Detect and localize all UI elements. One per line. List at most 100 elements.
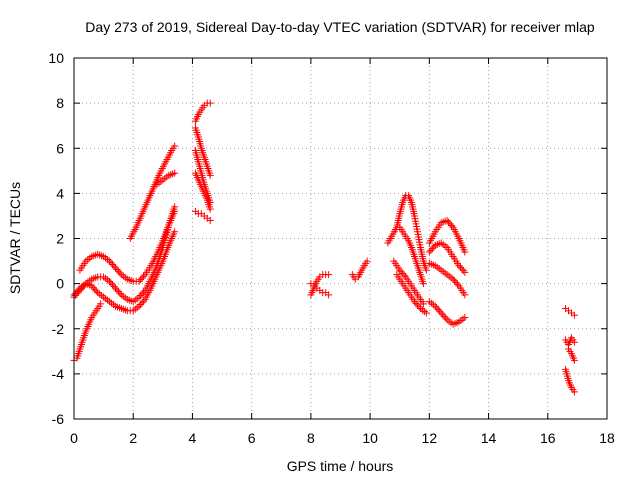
series-trace-16 xyxy=(396,223,427,288)
data-point xyxy=(140,288,148,296)
x-tick-label: 4 xyxy=(189,430,197,446)
y-tick-label: 4 xyxy=(56,185,64,201)
series-trace-20 xyxy=(425,239,469,276)
data-point xyxy=(110,262,118,270)
x-tick-label: 2 xyxy=(129,430,137,446)
data-point xyxy=(451,277,459,285)
data-point xyxy=(206,171,214,179)
data-point xyxy=(422,266,430,274)
y-tick-label: -4 xyxy=(52,366,65,382)
data-point xyxy=(434,306,442,314)
data-point xyxy=(396,266,404,274)
data-point xyxy=(135,293,143,301)
data-point xyxy=(325,271,333,279)
data-point xyxy=(448,222,456,230)
series-trace-6 xyxy=(153,169,179,188)
data-point xyxy=(436,307,444,315)
data-point xyxy=(431,302,439,310)
series-trace-14 xyxy=(348,257,371,283)
series-trace-3 xyxy=(70,228,179,315)
data-point xyxy=(570,388,578,396)
data-point xyxy=(363,257,371,265)
data-point xyxy=(171,207,179,215)
y-tick-label: 2 xyxy=(56,231,64,247)
data-point xyxy=(113,266,121,274)
data-point xyxy=(108,281,116,289)
series-trace-25 xyxy=(562,365,578,396)
series-trace-15 xyxy=(384,192,430,274)
data-point xyxy=(412,299,420,307)
data-point xyxy=(439,311,447,319)
data-point xyxy=(570,356,578,364)
data-layer xyxy=(70,99,578,396)
data-point xyxy=(111,264,119,272)
data-point xyxy=(433,304,441,312)
series-trace-18 xyxy=(393,271,430,317)
data-point xyxy=(422,309,430,317)
data-point xyxy=(428,245,436,253)
data-point xyxy=(138,299,146,307)
data-point xyxy=(456,263,464,271)
data-point xyxy=(570,311,578,319)
y-tick-label: -6 xyxy=(52,411,65,427)
series-trace-11 xyxy=(191,207,214,224)
data-point xyxy=(449,275,457,283)
series-trace-24 xyxy=(562,334,578,349)
data-point xyxy=(114,267,122,275)
data-point xyxy=(73,288,81,296)
data-point xyxy=(461,268,469,276)
y-tick-label: 6 xyxy=(56,140,64,156)
data-point xyxy=(570,338,578,346)
data-point xyxy=(74,286,82,294)
data-point xyxy=(400,271,408,279)
tick-layer: 0 2 4 6 8 10 12 14 16 18 -6 -4 -2 0 2 4 6 8 10 xyxy=(48,50,615,446)
series-trace-10 xyxy=(191,169,214,213)
y-tick-label: 0 xyxy=(56,276,64,292)
data-point xyxy=(425,248,433,256)
x-tick-label: 14 xyxy=(481,430,497,446)
data-point xyxy=(116,269,124,277)
data-point xyxy=(443,216,451,224)
data-point xyxy=(461,313,469,321)
x-axis-label: GPS time / hours xyxy=(287,458,394,474)
data-point xyxy=(138,290,146,298)
data-point xyxy=(206,99,214,107)
series-trace-7 xyxy=(191,99,214,125)
data-point xyxy=(89,284,97,292)
data-point xyxy=(461,291,469,299)
data-point xyxy=(135,277,143,285)
data-point xyxy=(114,288,122,296)
data-point xyxy=(455,262,463,270)
data-point xyxy=(459,267,467,275)
data-point xyxy=(116,289,124,297)
x-tick-label: 6 xyxy=(248,430,256,446)
data-point xyxy=(137,300,145,308)
x-tick-label: 8 xyxy=(307,430,315,446)
y-tick-label: 10 xyxy=(48,50,64,66)
data-point xyxy=(97,300,105,308)
data-point xyxy=(427,246,435,254)
data-point xyxy=(140,297,148,305)
data-point xyxy=(171,228,179,236)
series-trace-19 xyxy=(425,216,469,256)
data-point xyxy=(445,218,453,226)
data-point xyxy=(419,280,427,288)
data-point xyxy=(88,282,96,290)
data-point xyxy=(206,205,214,213)
data-point xyxy=(138,274,146,282)
series-trace-22 xyxy=(425,298,469,328)
data-point xyxy=(411,298,419,306)
data-point xyxy=(419,300,427,308)
data-point xyxy=(106,257,114,265)
series-trace-2 xyxy=(76,207,179,285)
data-point xyxy=(137,291,145,299)
data-point xyxy=(440,312,448,320)
x-tick-label: 16 xyxy=(540,430,556,446)
data-point xyxy=(413,301,421,309)
series-trace-21 xyxy=(425,259,469,299)
data-point xyxy=(458,265,466,273)
chart-title: Day 273 of 2019, Sidereal Day-to-day VTE… xyxy=(85,19,595,35)
x-tick-label: 0 xyxy=(70,430,78,446)
data-point xyxy=(137,276,145,284)
